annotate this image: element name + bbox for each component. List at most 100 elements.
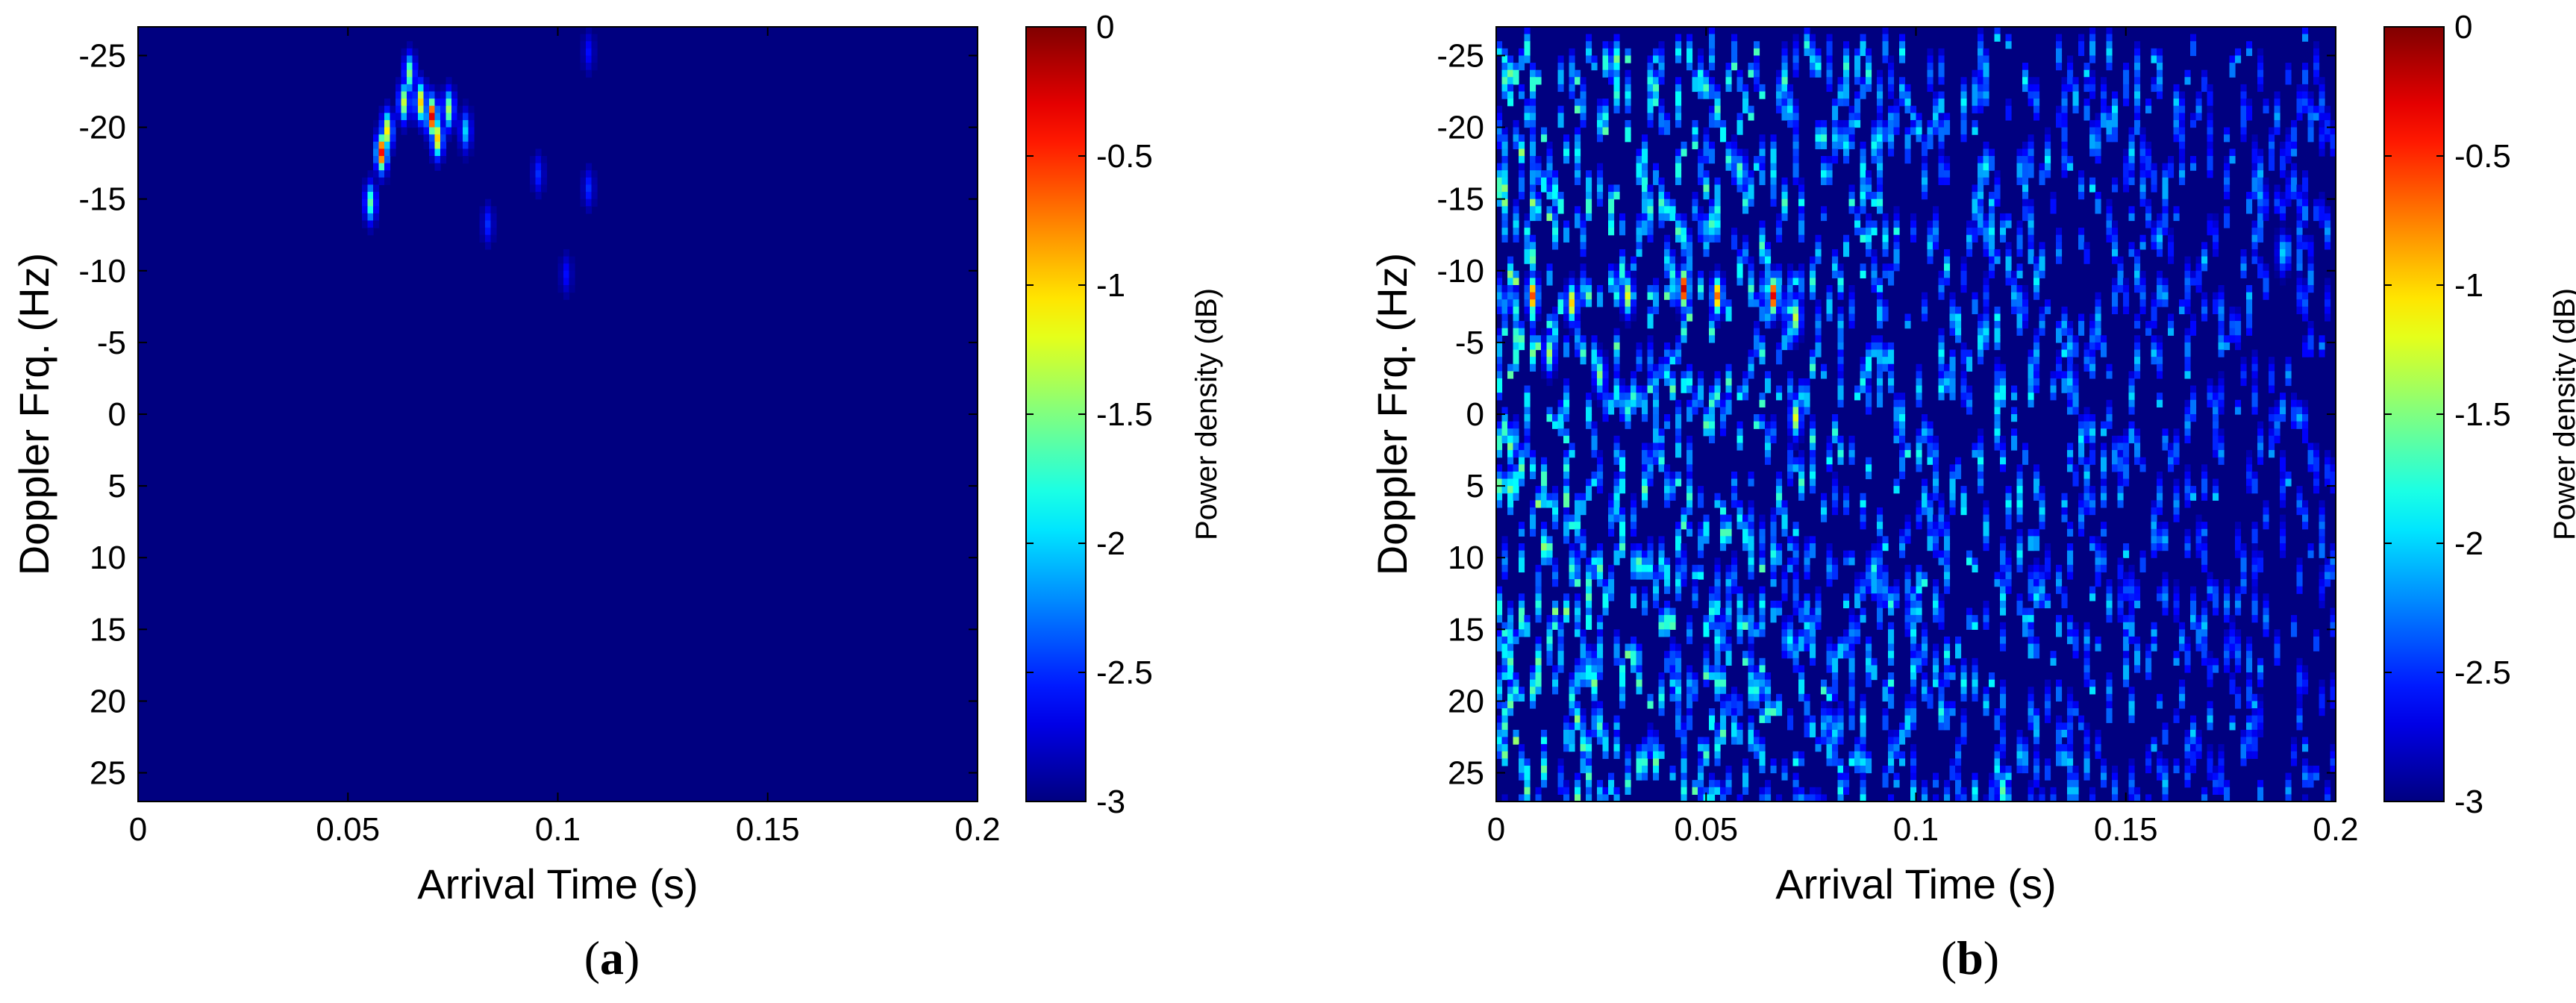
heatmap-cell [1530,105,1536,113]
heatmap-cell [2296,234,2303,243]
heatmap-cell [2263,105,2269,113]
heatmap-cell [2285,199,2292,207]
heatmap-cell [2184,636,2191,645]
heatmap-cell [1910,586,1917,594]
heatmap-cell [440,156,447,164]
heatmap-cell [2106,119,2113,128]
heatmap-cell [1686,443,1693,451]
heatmap-cell [1557,414,1564,422]
heatmap-cell [1725,306,1732,315]
heatmap-cell [1815,607,1822,616]
heatmap-cell [1798,464,1805,472]
heatmap-cell [1613,478,1620,487]
heatmap-cell [2083,622,2090,630]
heatmap-cell [1866,464,1872,472]
heatmap-cell [1507,363,1514,372]
heatmap-cell [1927,450,1933,458]
heatmap-cell [2000,399,2007,407]
heatmap-cell [1742,536,1749,544]
heatmap-cell [1916,564,1922,573]
heatmap-cell [2269,127,2275,135]
heatmap-cell [1591,443,1598,451]
heatmap-cell [485,228,492,236]
heatmap-cell [1798,478,1805,487]
heatmap-cell [2000,220,2007,228]
heatmap-cell [1754,321,1760,329]
heatmap-cell [2033,486,2040,494]
heatmap-cell [1501,63,1508,71]
heatmap-cell [2028,399,2034,407]
heatmap-cell [2296,557,2303,566]
heatmap-cell [1720,528,1727,537]
heatmap-cell [1792,113,1799,121]
heatmap-cell [2296,564,2303,573]
heatmap-cell [1983,69,1989,78]
heatmap-cell [2251,141,2258,149]
heatmap-cell [1557,622,1564,630]
heatmap-cell [2083,421,2090,429]
heatmap-cell [1910,228,1917,236]
heatmap-cell [1557,77,1564,85]
heatmap-cell [2134,643,2141,652]
heatmap-cell [1882,299,1889,307]
heatmap-cell [1519,450,1525,458]
heatmap-cell [1910,615,1917,623]
heatmap-cell [2269,163,2275,171]
heatmap-cell [2123,643,2130,652]
heatmap-cell [2224,586,2230,594]
heatmap-cell [1519,464,1525,472]
heatmap-cell [1725,407,1732,415]
heatmap-cell [1686,629,1693,637]
heatmap-cell [1698,206,1704,214]
heatmap-cell [1501,321,1508,329]
heatmap-cell [1938,270,1945,278]
heatmap-cell [1882,55,1889,63]
heatmap-cell [2251,256,2258,264]
heatmap-cell [1658,127,1665,135]
heatmap-cell [2302,407,2309,415]
heatmap-cell [1496,41,1503,49]
heatmap-cell [1944,643,1951,652]
heatmap-cell [1569,91,1575,99]
heatmap-cell [1748,528,1754,537]
heatmap-cell [1541,457,1548,465]
heatmap-cell [1922,149,1928,157]
heatmap-cell [1972,199,1978,207]
heatmap-cell [1776,263,1783,272]
heatmap-cell [440,119,447,128]
heatmap-cell [1698,91,1704,99]
heatmap-cell [1602,69,1609,78]
heatmap-cell [2280,493,2286,501]
heatmap-cell [2173,486,2180,494]
heatmap-cell [1586,299,1592,307]
heatmap-cell [1608,184,1615,193]
heatmap-cell [1530,234,1536,243]
heatmap-cell [1698,393,1704,401]
heatmap-cell [2089,450,2096,458]
heatmap-cell [1703,615,1710,623]
heatmap-cell [1787,629,1794,637]
heatmap-cell [1792,651,1799,659]
heatmap-cell [1580,91,1586,99]
heatmap-cell [2213,299,2219,307]
heatmap-cell [1882,220,1889,228]
heatmap-cell [1754,41,1760,49]
heatmap-cell [1597,478,1604,487]
heatmap-cell [1664,249,1671,257]
heatmap-cell [1916,643,1922,652]
heatmap-cell [1507,435,1514,444]
heatmap-cell [2101,564,2107,573]
heatmap-cell [1922,170,1928,178]
heatmap-cell [1893,593,1900,602]
heatmap-cell [1765,385,1772,393]
heatmap-cell [1597,349,1604,357]
heatmap-cell [2083,63,2090,71]
heatmap-cell [2033,478,2040,487]
heatmap-cell [1989,256,1995,264]
heatmap-cell [1804,536,1810,544]
heatmap-cell [2139,134,2146,143]
heatmap-cell [1893,113,1900,121]
heatmap-cell [2045,306,2051,315]
heatmap-cell [1613,363,1620,372]
heatmap-cell [1748,285,1754,293]
